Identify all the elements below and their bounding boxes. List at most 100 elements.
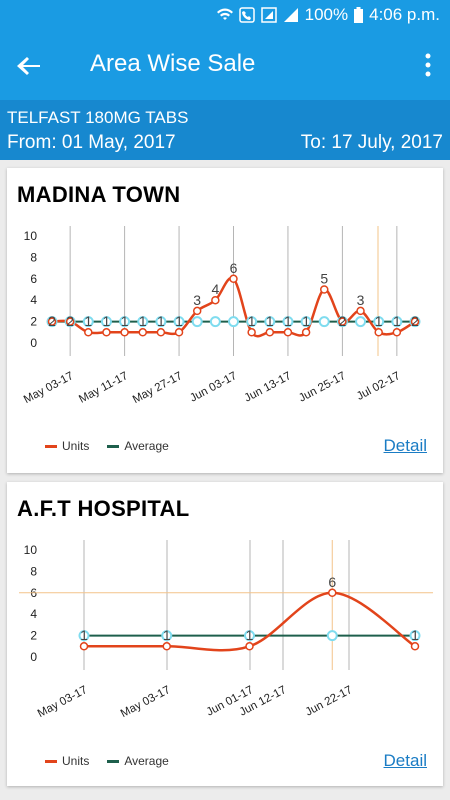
x-tick-label: May 03-17 — [22, 370, 76, 406]
data-label: 1 — [80, 627, 88, 643]
date-to: To: 17 July, 2017 — [300, 132, 443, 153]
average-point — [82, 316, 94, 328]
data-label: 6 — [230, 260, 238, 276]
overflow-menu-icon[interactable] — [420, 50, 436, 80]
y-tick-label: 10 — [24, 229, 38, 243]
data-label: 1 — [393, 313, 401, 329]
detail-link[interactable]: Detail — [383, 751, 427, 770]
y-tick-label: 6 — [30, 272, 37, 286]
data-label: 1 — [121, 313, 129, 329]
y-tick-label: 4 — [30, 293, 37, 307]
units-point — [410, 317, 420, 326]
y-tick-label: 0 — [30, 336, 37, 350]
average-point — [326, 630, 338, 642]
x-tick-label: Jun 03-17 — [188, 370, 239, 405]
chart-legend: Units Average — [45, 754, 169, 768]
units-point — [320, 285, 329, 294]
data-label: 2 — [48, 313, 56, 329]
data-label: 3 — [193, 292, 201, 308]
data-label: 1 — [266, 313, 274, 329]
units-point — [356, 306, 365, 316]
data-label: 5 — [320, 271, 328, 287]
data-label: 1 — [157, 313, 165, 329]
data-label: 1 — [248, 313, 256, 329]
average-point — [300, 316, 312, 328]
x-tick-label: May 27-17 — [131, 370, 185, 406]
average-point — [137, 316, 149, 328]
units-point — [192, 306, 202, 316]
signal-box-icon — [260, 7, 277, 23]
y-tick-label: 8 — [30, 250, 37, 264]
x-tick-label: Jun 22-17 — [304, 684, 355, 719]
report-header: TELFAST 180MG TABS From: 01 May, 2017 To… — [0, 100, 450, 160]
legend-average: Average — [107, 754, 169, 768]
y-tick-label: 0 — [30, 650, 37, 664]
data-label: 1 — [375, 313, 383, 329]
x-tick-label: May 03-17 — [36, 684, 90, 720]
units-point — [245, 642, 254, 651]
chart-legend: Units Average — [45, 439, 169, 453]
units-point — [65, 317, 75, 326]
units-point — [102, 328, 111, 337]
average-point — [209, 316, 221, 328]
page-title: Area Wise Sale — [90, 50, 256, 77]
legend-units: Units — [45, 439, 89, 453]
detail-link[interactable]: Detail — [383, 436, 427, 455]
average-point — [78, 630, 90, 642]
x-tick-label: Jul 02-17 — [355, 370, 402, 403]
average-point — [264, 316, 276, 328]
units-point — [120, 328, 129, 337]
data-label: 2 — [411, 313, 419, 329]
average-point — [373, 316, 385, 328]
status-bar: 100% 4:06 p.m. — [0, 0, 450, 30]
average-point — [161, 630, 173, 642]
data-label: 4 — [211, 281, 219, 297]
data-label: 1 — [84, 313, 92, 329]
data-label: 2 — [66, 313, 74, 329]
units-point — [79, 642, 89, 651]
call-icon — [238, 7, 255, 23]
legend-units: Units — [45, 754, 89, 768]
data-label: 3 — [357, 292, 365, 308]
data-label: 1 — [411, 627, 419, 643]
app-bar: Area Wise Sale — [0, 30, 450, 100]
data-label: 1 — [284, 313, 292, 329]
average-point — [355, 316, 367, 328]
data-label: 1 — [139, 313, 147, 329]
units-point — [301, 328, 311, 337]
average-point — [100, 316, 112, 328]
y-tick-label: 2 — [30, 629, 37, 643]
x-tick-label: May 03-17 — [119, 684, 173, 720]
wifi-icon — [216, 8, 233, 20]
units-point — [392, 328, 402, 337]
product-name: TELFAST 180MG TABS — [7, 108, 189, 127]
y-tick-label: 4 — [30, 607, 37, 621]
units-point — [283, 328, 293, 337]
average-point — [391, 316, 403, 328]
data-label: 6 — [328, 574, 336, 590]
legend-average: Average — [107, 439, 169, 453]
date-from: From: 01 May, 2017 — [7, 132, 176, 153]
units-point — [156, 328, 166, 337]
units-point — [229, 274, 238, 284]
data-label: 1 — [302, 313, 310, 329]
units-point — [265, 328, 275, 337]
clock: 4:06 p.m. — [369, 5, 440, 24]
average-point — [282, 316, 294, 328]
units-point — [410, 642, 420, 651]
area-card-madina-town: MADINA TOWN 0 2 4 6 8 10 May 03-17 May 11-17 May… — [7, 168, 443, 473]
back-arrow-icon[interactable] — [14, 50, 46, 82]
units-point — [328, 588, 337, 598]
average-point — [173, 316, 185, 328]
battery-percent: 100% — [304, 5, 349, 24]
average-point — [246, 316, 258, 328]
data-label: 2 — [339, 313, 347, 329]
y-tick-label: 10 — [24, 543, 38, 557]
units-point — [162, 642, 171, 651]
average-point — [409, 630, 421, 642]
y-tick-label: 2 — [30, 315, 37, 329]
units-point — [374, 328, 383, 337]
average-point — [318, 316, 330, 328]
